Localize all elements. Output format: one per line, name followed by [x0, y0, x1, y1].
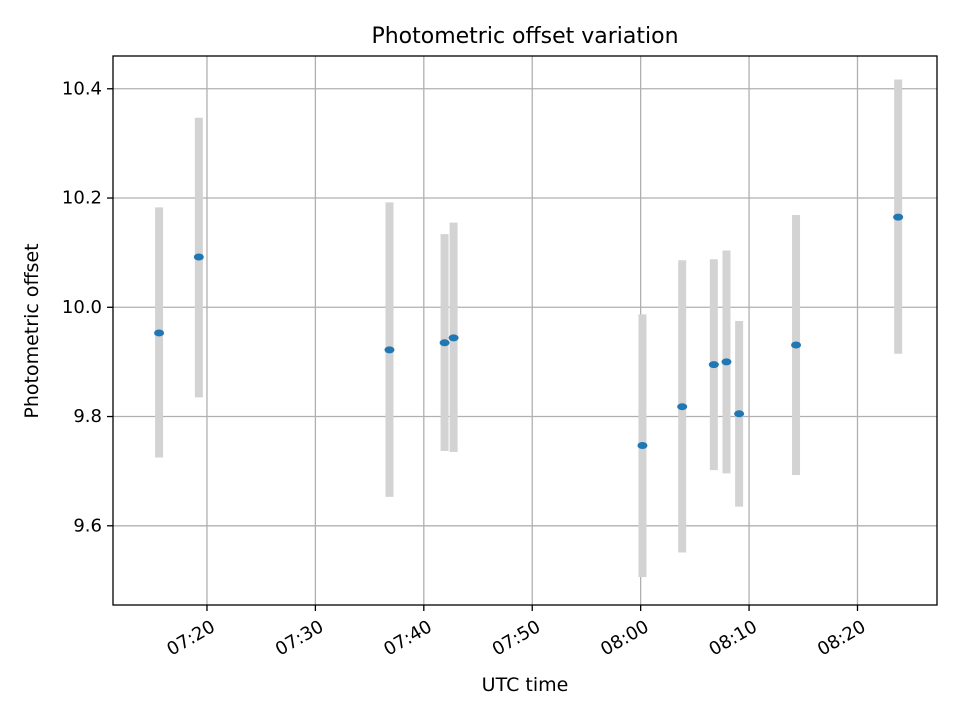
data-point	[448, 334, 459, 342]
data-point	[439, 339, 450, 347]
data-point	[677, 403, 688, 411]
y-tick-label: 9.8	[73, 406, 102, 427]
data-point	[708, 361, 719, 369]
data-point	[154, 329, 165, 337]
data-points	[154, 213, 904, 449]
y-tick-label: 10.0	[62, 297, 102, 318]
chart-title: Photometric offset variation	[371, 24, 678, 49]
y-tick-label: 10.2	[62, 188, 102, 209]
data-point	[193, 253, 204, 261]
y-axis-ticks: 9.6 9.8 10.0 10.2 10.4	[62, 78, 113, 536]
data-point	[384, 346, 395, 354]
x-axis-label: UTC time	[482, 674, 569, 696]
data-point	[893, 213, 904, 221]
data-point	[734, 410, 745, 418]
data-point	[721, 358, 732, 366]
y-tick-label: 9.6	[73, 515, 102, 536]
plot-frame	[112, 55, 938, 606]
data-point	[791, 341, 802, 349]
y-tick-label: 10.4	[62, 78, 102, 99]
data-point	[637, 441, 648, 449]
y-axis-label: Photometric offset	[21, 243, 43, 418]
